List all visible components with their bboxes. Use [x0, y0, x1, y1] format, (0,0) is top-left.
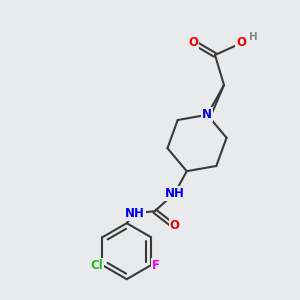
Text: Cl: Cl [90, 259, 103, 272]
Text: O: O [236, 37, 246, 50]
Text: O: O [170, 219, 180, 232]
Text: NH: NH [165, 187, 185, 200]
Text: N: N [202, 108, 212, 121]
Text: F: F [152, 259, 160, 272]
Text: H: H [249, 32, 257, 42]
Text: NH: NH [125, 207, 145, 220]
Text: O: O [188, 35, 198, 49]
